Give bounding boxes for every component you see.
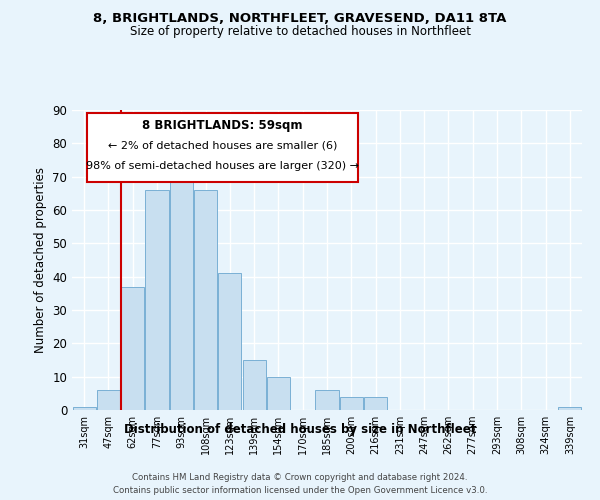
Bar (121, 286, 144, 410)
Bar (97, 390, 120, 410)
Bar (267, 376, 290, 410)
Bar (218, 274, 241, 410)
Text: Distribution of detached houses by size in Northfleet: Distribution of detached houses by size … (124, 422, 476, 436)
Text: Contains HM Land Registry data © Crown copyright and database right 2024.: Contains HM Land Registry data © Crown c… (132, 472, 468, 482)
Text: Contains public sector information licensed under the Open Government Licence v3: Contains public sector information licen… (113, 486, 487, 495)
Bar (340, 396, 363, 410)
Bar (194, 190, 217, 410)
FancyBboxPatch shape (88, 113, 358, 182)
Text: Size of property relative to detached houses in Northfleet: Size of property relative to detached ho… (130, 25, 470, 38)
Y-axis label: Number of detached properties: Number of detached properties (34, 167, 47, 353)
Bar (73, 406, 95, 410)
Text: 8 BRIGHTLANDS: 59sqm: 8 BRIGHTLANDS: 59sqm (142, 119, 303, 132)
Bar (559, 406, 581, 410)
Text: ← 2% of detached houses are smaller (6): ← 2% of detached houses are smaller (6) (108, 140, 337, 150)
Bar (242, 360, 266, 410)
Text: 8, BRIGHTLANDS, NORTHFLEET, GRAVESEND, DA11 8TA: 8, BRIGHTLANDS, NORTHFLEET, GRAVESEND, D… (94, 12, 506, 26)
Bar (316, 390, 338, 410)
Bar (145, 190, 169, 410)
Bar (170, 176, 193, 410)
Bar (364, 396, 387, 410)
Text: 98% of semi-detached houses are larger (320) →: 98% of semi-detached houses are larger (… (86, 161, 359, 171)
